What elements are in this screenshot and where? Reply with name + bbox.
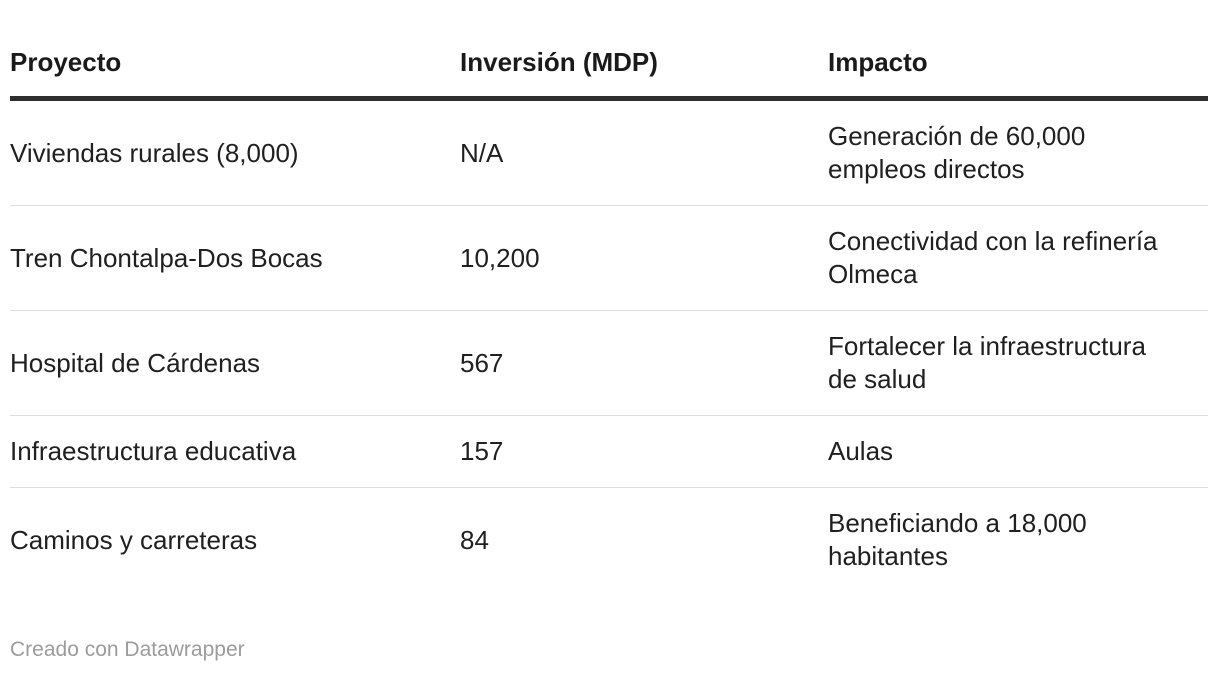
cell-impacto: Beneficiando a 18,000 habitantes [828, 507, 1208, 573]
table-header-row: Proyecto Inversión (MDP) Impacto [10, 0, 1208, 101]
projects-table: Proyecto Inversión (MDP) Impacto Viviend… [10, 0, 1208, 592]
table-row: Caminos y carreteras 84 Beneficiando a 1… [10, 488, 1208, 592]
cell-inversion: 567 [460, 347, 504, 378]
cell-inversion: 84 [460, 524, 489, 555]
table-footer: Creado con Datawrapper [10, 638, 1220, 662]
table-row: Tren Chontalpa-Dos Bocas 10,200 Conectiv… [10, 206, 1208, 311]
cell-inversion: 157 [460, 436, 504, 466]
cell-impacto: Aulas [828, 435, 1208, 468]
cell-proyecto: Viviendas rurales (8,000) [10, 137, 299, 168]
datawrapper-attribution-link[interactable]: Creado con Datawrapper [10, 638, 245, 661]
cell-impacto-text: Fortalecer la infraestructura de salud [828, 331, 1146, 394]
column-header-inversion: Inversión (MDP) [460, 47, 658, 77]
cell-impacto: Generación de 60,000 empleos directos [828, 120, 1208, 186]
cell-impacto-text: Generación de 60,000 empleos directos [828, 121, 1086, 184]
cell-inversion: 10,200 [460, 242, 540, 273]
table-row: Hospital de Cárdenas 567 Fortalecer la i… [10, 311, 1208, 416]
cell-proyecto: Caminos y carreteras [10, 524, 258, 555]
cell-impacto-text: Aulas [828, 436, 894, 466]
cell-impacto: Fortalecer la infraestructura de salud [828, 330, 1208, 396]
table-row: Viviendas rurales (8,000) N/A Generación… [10, 101, 1208, 206]
cell-proyecto: Hospital de Cárdenas [10, 347, 261, 378]
column-header-impacto: Impacto [828, 47, 928, 77]
table-row: Infraestructura educativa 157 Aulas [10, 416, 1208, 488]
cell-impacto: Conectividad con la refinería Olmeca [828, 225, 1208, 291]
cell-impacto-text: Conectividad con la refinería Olmeca [828, 226, 1158, 289]
cell-impacto-text: Beneficiando a 18,000 habitantes [828, 508, 1087, 571]
cell-proyecto: Infraestructura educativa [10, 436, 297, 466]
column-header-proyecto: Proyecto [10, 47, 122, 77]
cell-inversion: N/A [460, 137, 504, 168]
cell-proyecto: Tren Chontalpa-Dos Bocas [10, 242, 323, 273]
